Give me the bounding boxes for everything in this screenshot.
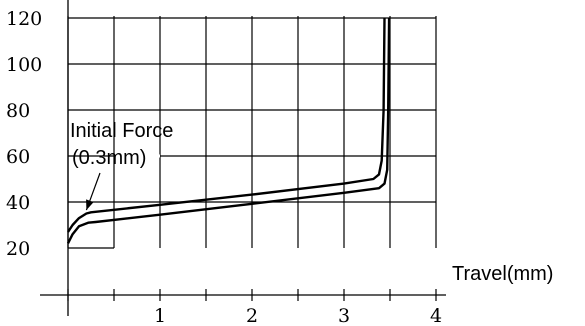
x-tick-labels: 1 2 3 4 bbox=[154, 305, 442, 326]
y-tick-label: 100 bbox=[6, 54, 42, 76]
axes bbox=[40, 0, 446, 316]
x-tick-label: 1 bbox=[154, 305, 166, 326]
x-tick-label: 3 bbox=[338, 305, 350, 326]
annotation-arrow-head bbox=[86, 199, 94, 211]
x-axis-label: Travel(mm) bbox=[452, 263, 553, 285]
y-tick-label: 120 bbox=[6, 8, 42, 30]
x-tick-label: 4 bbox=[430, 305, 442, 326]
force-curve-2 bbox=[66, 17, 391, 244]
y-tick-label: 40 bbox=[6, 192, 30, 214]
y-tick-label: 60 bbox=[6, 146, 30, 168]
grid bbox=[67, 16, 437, 248]
y-tick-label: 20 bbox=[6, 238, 30, 260]
y-tick-label: 80 bbox=[6, 100, 30, 122]
force-curve-1 bbox=[67, 17, 386, 233]
curves bbox=[66, 17, 391, 244]
annotation: Initial Force (0.3mm) bbox=[70, 120, 173, 211]
y-tick-labels: 120 100 80 60 40 20 bbox=[6, 8, 42, 260]
x-tick-label: 2 bbox=[246, 305, 258, 326]
annotation-line-2: (0.3mm) bbox=[72, 147, 146, 169]
annotation-line-1: Initial Force bbox=[70, 120, 173, 142]
